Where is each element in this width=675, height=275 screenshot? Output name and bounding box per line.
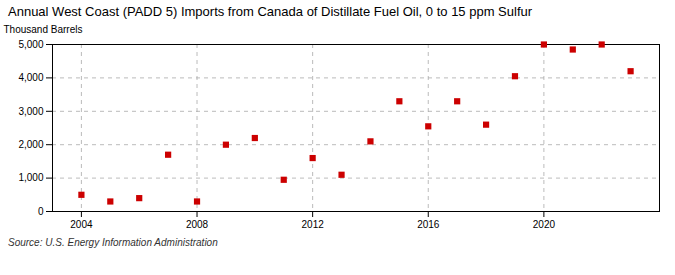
svg-text:2008: 2008	[186, 218, 209, 229]
html-text:Source: U.S. Energy Informatio: Source: U.S. Energy Information Administ…	[8, 236, 218, 248]
svg-text:2012: 2012	[302, 218, 325, 229]
svg-text:Thousand Barrels: Thousand Barrels	[4, 23, 83, 34]
svg-text:2,000: 2,000	[18, 138, 43, 149]
svg-text:0: 0	[38, 205, 44, 216]
svg-text:2020: 2020	[533, 218, 556, 229]
svg-text:3,000: 3,000	[18, 105, 43, 116]
svg-text:2016: 2016	[417, 218, 440, 229]
svg-text:4,000: 4,000	[18, 72, 43, 83]
svg-text:5,000: 5,000	[18, 38, 43, 49]
svg-text:1,000: 1,000	[18, 172, 43, 183]
svg-text:2004: 2004	[70, 218, 93, 229]
html-text:Annual West Coast (PADD 5) Imp: Annual West Coast (PADD 5) Imports from …	[8, 4, 533, 19]
